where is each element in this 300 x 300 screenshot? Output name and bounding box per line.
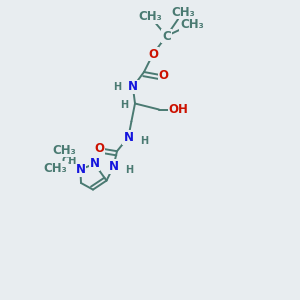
Text: H: H [140, 136, 148, 146]
Text: O: O [148, 47, 158, 61]
Text: N: N [108, 160, 118, 173]
Text: CH₃: CH₃ [44, 162, 68, 175]
Text: N: N [128, 80, 138, 94]
Text: N: N [75, 163, 85, 176]
Text: C: C [162, 29, 171, 43]
Text: N: N [89, 157, 100, 170]
Text: OH: OH [169, 103, 188, 116]
Text: H: H [125, 165, 134, 176]
Text: H: H [113, 82, 121, 92]
Text: N: N [123, 130, 134, 144]
Text: CH₃: CH₃ [171, 5, 195, 19]
Text: H: H [120, 100, 129, 110]
Text: O: O [158, 69, 169, 82]
Text: CH: CH [61, 156, 77, 166]
Text: CH₃: CH₃ [52, 143, 76, 157]
Text: O: O [94, 142, 104, 155]
Text: CH₃: CH₃ [138, 10, 162, 23]
Text: CH₃: CH₃ [180, 17, 204, 31]
